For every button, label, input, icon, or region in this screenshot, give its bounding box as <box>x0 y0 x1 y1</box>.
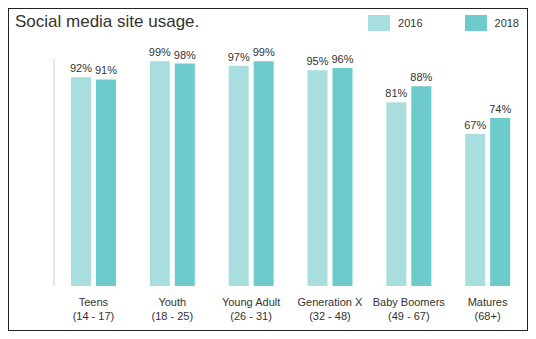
html-text:Social media site usage.: Social media site usage. <box>15 12 200 31</box>
svg-text:Generation X: Generation X <box>298 296 363 308</box>
svg-text:Youth: Youth <box>158 296 186 308</box>
svg-text:(32 - 48): (32 - 48) <box>309 310 351 322</box>
svg-text:Young Adult: Young Adult <box>222 296 280 308</box>
svg-text:97%: 97% <box>228 51 250 63</box>
svg-text:(49 - 67): (49 - 67) <box>388 310 430 322</box>
svg-text:(18 - 25): (18 - 25) <box>151 310 193 322</box>
svg-text:(26 - 31): (26 - 31) <box>230 310 272 322</box>
svg-text:(14 - 17): (14 - 17) <box>73 310 115 322</box>
svg-text:92%: 92% <box>70 62 92 74</box>
svg-text:95%: 95% <box>306 55 328 67</box>
svg-text:99%: 99% <box>149 46 171 58</box>
svg-text:98%: 98% <box>174 49 196 61</box>
svg-text:Matures: Matures <box>468 296 508 308</box>
svg-text:96%: 96% <box>331 53 353 65</box>
html-text:2018: 2018 <box>494 17 519 29</box>
html-text:2016: 2016 <box>398 17 423 29</box>
svg-text:Teens: Teens <box>79 296 109 308</box>
svg-text:91%: 91% <box>95 64 117 76</box>
svg-text:81%: 81% <box>385 87 407 99</box>
svg-text:88%: 88% <box>410 71 432 83</box>
svg-text:67%: 67% <box>464 119 486 131</box>
svg-text:74%: 74% <box>489 103 511 115</box>
svg-text:(68+): (68+) <box>475 310 501 322</box>
svg-text:Baby Boomers: Baby Boomers <box>373 296 446 308</box>
svg-text:99%: 99% <box>253 46 275 58</box>
